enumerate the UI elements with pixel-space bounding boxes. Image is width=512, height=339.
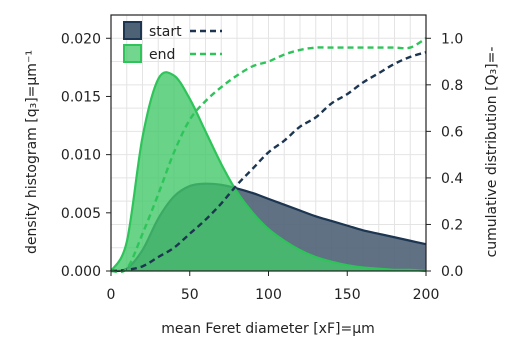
x-tick-label: 0 bbox=[107, 287, 116, 303]
cumulative-lines bbox=[110, 37, 427, 274]
y-right-axis-label: cumulative distribution [Q₃]=- bbox=[484, 47, 500, 258]
density-line-end bbox=[110, 71, 427, 273]
y-right-tick-label: 0.4 bbox=[441, 171, 463, 187]
y-left-axis-label: density histogram [q₃]=μm⁻¹ bbox=[24, 50, 40, 254]
x-axis-ticks: 0 50 100 150 200 bbox=[107, 271, 440, 303]
y-right-tick-label: 0.8 bbox=[441, 78, 463, 94]
y-right-tick-label: 0.2 bbox=[441, 217, 463, 233]
legend-start-label: start bbox=[149, 24, 182, 40]
legend: start end bbox=[123, 21, 222, 63]
x-tick-label: 200 bbox=[413, 287, 440, 303]
plot-area bbox=[110, 14, 427, 274]
cumulative-line-end bbox=[110, 37, 427, 274]
x-tick-label: 50 bbox=[181, 287, 199, 303]
y-left-axis-ticks: 0.000 0.005 0.010 0.015 0.020 bbox=[61, 31, 111, 280]
y-left-tick-label: 0.010 bbox=[61, 148, 101, 164]
x-tick-label: 100 bbox=[255, 287, 282, 303]
density-areas bbox=[110, 71, 427, 273]
legend-end-swatch bbox=[123, 44, 142, 63]
density-area-end bbox=[111, 72, 426, 271]
y-right-tick-label: 0.0 bbox=[441, 264, 463, 280]
y-right-axis-ticks: 0.0 0.2 0.4 0.6 0.8 1.0 bbox=[426, 31, 463, 280]
y-right-tick-label: 1.0 bbox=[441, 31, 463, 47]
y-left-tick-label: 0.000 bbox=[61, 264, 101, 280]
x-tick-label: 150 bbox=[334, 287, 361, 303]
x-axis-label: mean Feret diameter [xF]=μm bbox=[161, 321, 375, 337]
y-left-tick-label: 0.015 bbox=[61, 89, 101, 105]
legend-end-label: end bbox=[149, 47, 175, 63]
cumulative-line-start bbox=[110, 51, 427, 273]
y-left-tick-label: 0.005 bbox=[61, 206, 101, 222]
y-right-tick-label: 0.6 bbox=[441, 124, 463, 140]
legend-start-swatch bbox=[123, 21, 142, 40]
y-left-tick-label: 0.020 bbox=[61, 31, 101, 47]
